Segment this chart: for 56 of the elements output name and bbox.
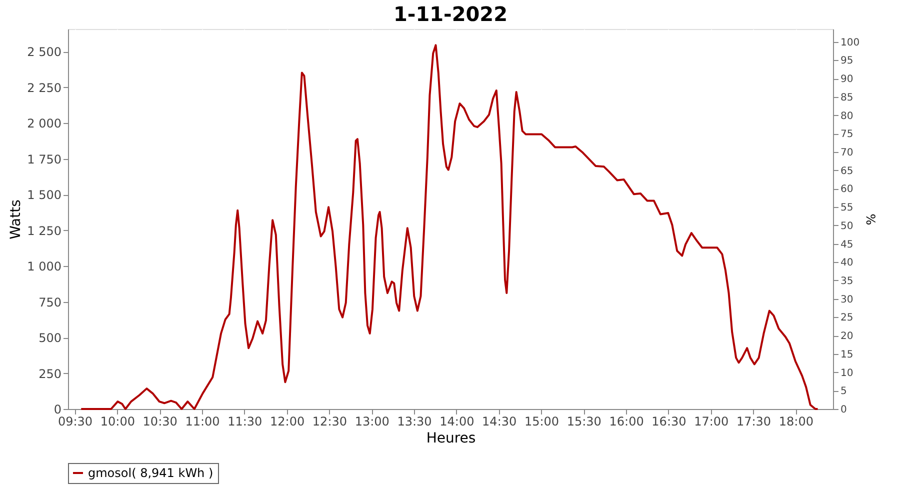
- y2-tick-label: 70: [840, 147, 854, 158]
- x-tick-label: 15:30: [566, 414, 602, 428]
- y2-tick-label: 10: [840, 368, 854, 379]
- y-tick-label: 1 500: [27, 188, 62, 202]
- x-tick-label: 09:30: [58, 414, 93, 428]
- x-tick-label: 16:00: [609, 414, 644, 428]
- x-axis-title: Heures: [426, 430, 476, 446]
- y2-tick-label: 5: [840, 386, 847, 398]
- legend-label: gmosol( 8,941 kWh ): [88, 466, 214, 480]
- x-tick-label: 11:00: [185, 414, 220, 428]
- y2-tick-label: 15: [840, 349, 854, 360]
- y2-tick-label: 55: [840, 202, 854, 214]
- chart-title: 1-11-2022: [393, 2, 508, 26]
- y-tick-label: 1 000: [27, 260, 62, 274]
- y2-tick-label: 40: [840, 258, 854, 269]
- x-tick-label: 11:30: [228, 414, 262, 428]
- y2-tick-label: 50: [840, 220, 854, 232]
- y2-axis-title: %: [864, 214, 878, 226]
- y2-tick-label: 90: [840, 74, 854, 86]
- y2-tick-label: 95: [840, 56, 854, 67]
- y-tick-label: 250: [38, 366, 62, 381]
- x-tick-label: 18:00: [778, 414, 814, 428]
- y2-tick-label: 0: [840, 404, 847, 416]
- y2-tick-label: 35: [840, 276, 854, 287]
- y-tick-label: 1 750: [27, 152, 62, 166]
- y-axis-title: Watts: [8, 200, 24, 240]
- y-tick-label: 750: [38, 295, 62, 310]
- x-tick-label: 17:00: [694, 414, 729, 428]
- x-tick-label: 15:00: [524, 414, 560, 428]
- y-tick-label: 1 250: [27, 224, 62, 238]
- x-tick-label: 12:00: [270, 414, 305, 428]
- x-tick-label: 10:30: [142, 414, 178, 428]
- x-tick-label: 13:00: [354, 414, 390, 428]
- y2-tick-label: 85: [840, 92, 854, 104]
- x-tick-label: 13:30: [397, 414, 432, 428]
- y2-tick-label: 30: [840, 294, 854, 306]
- x-tick-label: 16:30: [652, 414, 686, 428]
- y2-tick-label: 75: [840, 129, 854, 140]
- y2-tick-label: 60: [840, 184, 854, 196]
- y2-tick-label: 80: [840, 110, 854, 122]
- x-tick-label: 12:30: [312, 414, 348, 428]
- x-tick-label: 17:30: [736, 414, 772, 428]
- y2-tick-label: 45: [840, 239, 854, 250]
- y2-tick-label: 65: [840, 166, 854, 177]
- y2-tick-label: 100: [840, 37, 860, 48]
- x-tick-label: 14:00: [440, 414, 474, 428]
- y2-tick-label: 20: [840, 331, 854, 342]
- x-tick-label: 10:00: [100, 414, 135, 428]
- y-tick-label: 2 500: [27, 45, 62, 60]
- y-tick-label: 0: [54, 402, 62, 416]
- y2-tick-label: 25: [840, 312, 854, 324]
- y-tick-label: 500: [38, 331, 62, 346]
- y-tick-label: 2 000: [27, 116, 62, 131]
- y-tick-label: 2 250: [27, 80, 62, 95]
- line-series: [80, 44, 819, 410]
- x-tick-label: 14:30: [482, 414, 517, 428]
